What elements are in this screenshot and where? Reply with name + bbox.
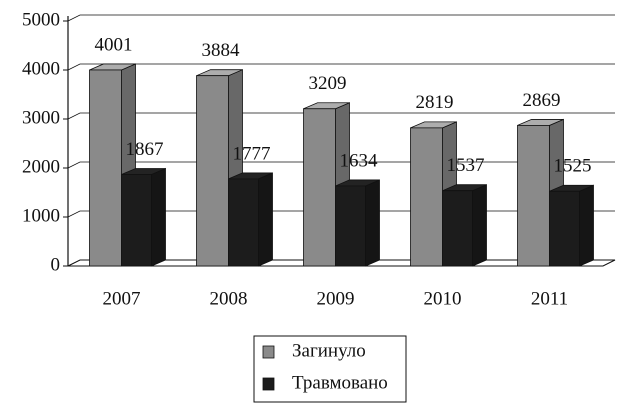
value-label: 2819 <box>416 92 454 113</box>
y-tick-label: 1000 <box>22 205 60 226</box>
bar <box>89 69 122 267</box>
legend-label: Травмовано <box>292 372 388 393</box>
value-label: 1525 <box>554 156 592 177</box>
grid-line <box>67 14 615 22</box>
bar <box>442 190 473 267</box>
bar <box>121 174 152 267</box>
legend-box <box>253 335 407 403</box>
value-label: 1537 <box>447 155 485 176</box>
x-tick-label: 2009 <box>317 288 355 309</box>
bar <box>517 125 550 267</box>
legend-swatch <box>262 377 275 391</box>
x-tick-label: 2010 <box>424 288 462 309</box>
x-tick-label: 2011 <box>531 288 568 309</box>
bar-side <box>151 167 166 267</box>
value-label: 3884 <box>202 40 241 61</box>
grid-line <box>67 112 615 120</box>
value-label: 1777 <box>233 143 271 164</box>
y-tick-label: 4000 <box>22 58 60 79</box>
value-label: 1867 <box>126 139 164 160</box>
value-label: 2869 <box>523 90 561 111</box>
x-tick-label: 2007 <box>103 288 141 309</box>
x-tick-label: 2008 <box>210 288 248 309</box>
value-label: 3209 <box>309 73 347 94</box>
bar <box>228 178 259 267</box>
y-tick-label: 0 <box>51 254 61 275</box>
legend-label: Загинуло <box>292 340 366 361</box>
grid-line <box>67 63 615 71</box>
bar <box>303 108 336 267</box>
bar-side <box>258 172 273 267</box>
value-label: 1634 <box>340 150 379 171</box>
bar <box>196 75 229 267</box>
bar-side <box>579 184 594 267</box>
y-tick-label: 3000 <box>22 107 60 128</box>
legend-swatch <box>262 345 275 359</box>
bar-side <box>472 184 487 267</box>
bar <box>410 127 443 267</box>
y-tick-label: 2000 <box>22 156 60 177</box>
bar-side <box>365 179 380 267</box>
value-label: 4001 <box>95 34 133 55</box>
bar <box>335 185 366 267</box>
bar <box>549 190 580 267</box>
y-tick-label: 5000 <box>22 9 60 30</box>
